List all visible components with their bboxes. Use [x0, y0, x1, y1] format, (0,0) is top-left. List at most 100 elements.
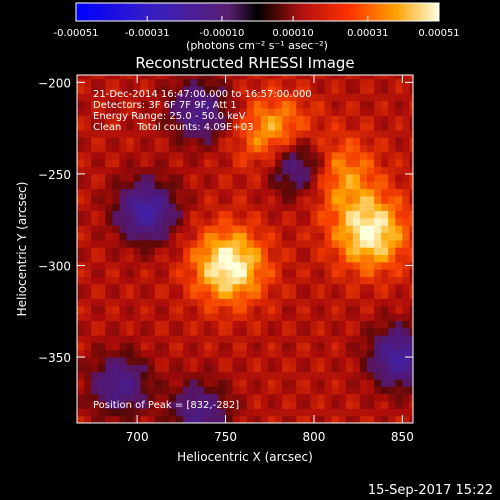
heatmap-cell — [197, 276, 205, 285]
heatmap-cell — [168, 144, 177, 153]
heatmap-cell — [190, 93, 198, 102]
heatmap-cell — [154, 276, 163, 285]
heatmap-cell — [119, 393, 128, 402]
heatmap-cell — [211, 195, 219, 204]
heatmap-cell — [91, 371, 99, 380]
heatmap-cell — [98, 93, 106, 102]
heatmap-cell — [409, 401, 413, 409]
heatmap-cell — [197, 291, 205, 299]
heatmap-cell — [147, 166, 156, 175]
heatmap-cell — [317, 217, 326, 226]
heatmap-cell — [303, 203, 311, 212]
heatmap-cell — [77, 269, 85, 277]
heatmap-cell — [168, 320, 177, 329]
heatmap-cell — [140, 166, 149, 175]
heatmap-cell — [374, 137, 382, 146]
heatmap-cell — [388, 203, 396, 212]
heatmap-cell — [260, 261, 269, 270]
heatmap-cell — [183, 357, 191, 365]
heatmap-cell — [197, 78, 205, 87]
heatmap-cell — [176, 239, 184, 248]
heatmap-cell — [154, 166, 163, 175]
heatmap-cell — [352, 78, 361, 87]
heatmap-cell — [126, 379, 135, 387]
heatmap-cell — [253, 254, 262, 263]
heatmap-cell — [77, 232, 85, 241]
heatmap-cell — [282, 129, 290, 138]
heatmap-cell — [183, 247, 191, 255]
heatmap-cell — [317, 100, 326, 109]
heatmap-cell — [275, 298, 283, 307]
heatmap-cell — [374, 335, 382, 343]
heatmap-cell — [197, 415, 205, 423]
heatmap-cell — [282, 349, 290, 358]
heatmap-cell — [381, 181, 389, 190]
heatmap-cell — [77, 115, 85, 124]
heatmap-cell — [239, 75, 248, 80]
heatmap-cell — [140, 188, 149, 197]
heatmap-cell — [105, 401, 113, 409]
heatmap-cell — [352, 173, 361, 182]
heatmap-cell — [367, 298, 375, 307]
heatmap-cell — [168, 122, 177, 131]
heatmap-cell — [190, 386, 198, 395]
heatmap-cell — [359, 401, 368, 409]
heatmap-cell — [232, 364, 241, 373]
heatmap-cell — [77, 75, 85, 80]
heatmap-cell — [409, 225, 413, 234]
heatmap-cell — [317, 371, 326, 380]
heatmap-cell — [112, 188, 120, 197]
heatmap-cell — [126, 173, 135, 182]
heatmap-cell — [395, 75, 403, 80]
heatmap-cell — [289, 313, 297, 321]
heatmap-cell — [232, 159, 241, 168]
heatmap-cell — [105, 291, 113, 299]
heatmap-cell — [176, 225, 184, 234]
heatmap-cell — [395, 217, 403, 226]
heatmap-cell — [253, 261, 262, 270]
heatmap-cell — [282, 386, 290, 395]
heatmap-cell — [91, 247, 99, 255]
heatmap-cell — [381, 225, 389, 234]
heatmap-cell — [154, 159, 163, 168]
heatmap-cell — [260, 181, 269, 190]
heatmap-cell — [359, 107, 368, 116]
heatmap-cell — [197, 195, 205, 204]
heatmap-cell — [331, 75, 340, 80]
heatmap-cell — [168, 85, 177, 94]
heatmap-cell — [190, 261, 198, 270]
heatmap-cell — [409, 291, 413, 299]
heatmap-cell — [84, 232, 92, 241]
heatmap-cell — [374, 298, 382, 307]
heatmap-cell — [367, 195, 375, 204]
heatmap-cell — [232, 269, 241, 277]
heatmap-cell — [84, 349, 92, 358]
heatmap-cell — [218, 291, 227, 299]
heatmap-cell — [267, 357, 276, 365]
heatmap-cell — [211, 276, 219, 285]
heatmap-cell — [381, 232, 389, 241]
heatmap-cell — [91, 181, 99, 190]
heatmap-cell — [211, 364, 219, 373]
heatmap-cell — [317, 342, 326, 351]
heatmap-cell — [168, 342, 177, 351]
heatmap-cell — [133, 159, 142, 168]
heatmap-cell — [147, 291, 156, 299]
heatmap-cell — [218, 93, 227, 102]
heatmap-cell — [275, 320, 283, 329]
heatmap-cell — [402, 305, 410, 314]
heatmap-cell — [282, 85, 290, 94]
heatmap-cell — [359, 203, 368, 212]
heatmap-cell — [168, 203, 177, 212]
heatmap-cell — [324, 320, 333, 329]
heatmap-cell — [211, 225, 219, 234]
heatmap-cell — [338, 203, 347, 212]
heatmap-cell — [105, 320, 113, 329]
heatmap-cell — [168, 173, 177, 182]
heatmap-cell — [239, 415, 248, 423]
heatmap-cell — [211, 386, 219, 395]
heatmap-cell — [374, 327, 382, 336]
heatmap-cell — [388, 188, 396, 197]
heatmap-cell — [367, 173, 375, 182]
